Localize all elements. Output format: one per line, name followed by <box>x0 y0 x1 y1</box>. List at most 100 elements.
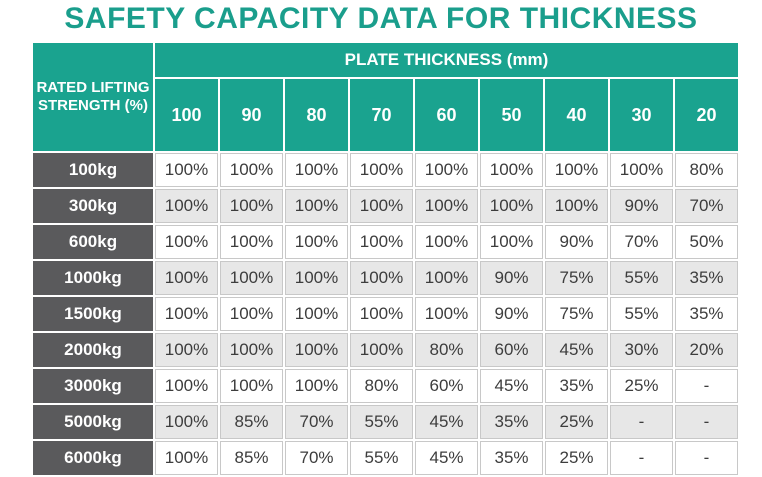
table-cell: 70% <box>285 441 348 475</box>
col-header: 30 <box>610 79 673 151</box>
table-cell: 45% <box>480 369 543 403</box>
table-cell: 30% <box>610 333 673 367</box>
table-cell: 100% <box>220 261 283 295</box>
table-cell: 100% <box>155 441 218 475</box>
table-cell: 100% <box>350 189 413 223</box>
table-cell: 100% <box>350 153 413 187</box>
table-cell: 100% <box>220 225 283 259</box>
table-cell: 70% <box>610 225 673 259</box>
table-cell: 90% <box>480 297 543 331</box>
table-cell: 90% <box>610 189 673 223</box>
table-cell: 100% <box>480 153 543 187</box>
col-header: 80 <box>285 79 348 151</box>
table-cell: 100% <box>285 333 348 367</box>
table-cell: 35% <box>675 297 738 331</box>
table-row: 5000kg 100% 85% 70% 55% 45% 35% 25% - - <box>33 405 738 439</box>
table-cell: 35% <box>480 405 543 439</box>
table-cell: 100% <box>285 369 348 403</box>
row-label: 6000kg <box>33 441 153 475</box>
table-cell: 100% <box>155 333 218 367</box>
table-cell: 100% <box>155 225 218 259</box>
table-cell: 100% <box>155 297 218 331</box>
table-cell: 100% <box>285 297 348 331</box>
table-cell: 60% <box>415 369 478 403</box>
col-header: 40 <box>545 79 608 151</box>
table-cell: 25% <box>545 405 608 439</box>
table-cell: 20% <box>675 333 738 367</box>
table-row: 1000kg 100% 100% 100% 100% 100% 90% 75% 55% 35% <box>33 261 738 295</box>
table-cell: 100% <box>220 153 283 187</box>
table-cell: - <box>610 405 673 439</box>
table-cell: 85% <box>220 441 283 475</box>
table-cell: 55% <box>350 441 413 475</box>
table-cell: 100% <box>350 297 413 331</box>
table-cell: 55% <box>610 261 673 295</box>
table-cell: - <box>675 405 738 439</box>
table-cell: 75% <box>545 261 608 295</box>
table-row: 3000kg 100% 100% 100% 80% 60% 45% 35% 25% - <box>33 369 738 403</box>
table-cell: 100% <box>415 189 478 223</box>
row-label: 600kg <box>33 225 153 259</box>
table-cell: 80% <box>675 153 738 187</box>
table-cell: 35% <box>480 441 543 475</box>
table-cell: 90% <box>480 261 543 295</box>
table-cell: 100% <box>285 261 348 295</box>
table-cell: 70% <box>285 405 348 439</box>
table-cell: 100% <box>155 261 218 295</box>
table-cell: 25% <box>545 441 608 475</box>
table-cell: 100% <box>220 333 283 367</box>
row-label: 1000kg <box>33 261 153 295</box>
row-label: 2000kg <box>33 333 153 367</box>
table-row: 6000kg 100% 85% 70% 55% 45% 35% 25% - - <box>33 441 738 475</box>
table-cell: 85% <box>220 405 283 439</box>
table-cell: 100% <box>350 261 413 295</box>
table-cell: 100% <box>545 153 608 187</box>
table-cell: 100% <box>480 225 543 259</box>
table-cell: - <box>675 441 738 475</box>
corner-header: RATED LIFTING STRENGTH (%) <box>33 43 153 151</box>
table-row: 300kg 100% 100% 100% 100% 100% 100% 100% 90% 70% <box>33 189 738 223</box>
row-label: 3000kg <box>33 369 153 403</box>
row-label: 1500kg <box>33 297 153 331</box>
table-cell: 100% <box>220 297 283 331</box>
table-cell: 35% <box>675 261 738 295</box>
table-cell: 100% <box>220 189 283 223</box>
table-cell: 80% <box>415 333 478 367</box>
col-header: 60 <box>415 79 478 151</box>
table-cell: 100% <box>285 153 348 187</box>
table-row: 2000kg 100% 100% 100% 100% 80% 60% 45% 30% 20% <box>33 333 738 367</box>
table-cell: 100% <box>610 153 673 187</box>
table-cell: 90% <box>545 225 608 259</box>
table-cell: 60% <box>480 333 543 367</box>
table-cell: 100% <box>285 189 348 223</box>
table-cell: 100% <box>545 189 608 223</box>
table-row: 1500kg 100% 100% 100% 100% 100% 90% 75% 55% 35% <box>33 297 738 331</box>
table-cell: 100% <box>415 153 478 187</box>
table-cell: 25% <box>610 369 673 403</box>
safety-capacity-table: RATED LIFTING STRENGTH (%) PLATE THICKNE… <box>31 41 740 477</box>
table-cell: 100% <box>350 225 413 259</box>
table-cell: 45% <box>545 333 608 367</box>
row-label: 100kg <box>33 153 153 187</box>
table-cell: - <box>610 441 673 475</box>
table-row: 600kg 100% 100% 100% 100% 100% 100% 90% 70% 50% <box>33 225 738 259</box>
table-cell: 100% <box>285 225 348 259</box>
table-cell: 55% <box>610 297 673 331</box>
group-header: PLATE THICKNESS (mm) <box>155 43 738 77</box>
table-cell: 100% <box>480 189 543 223</box>
table-cell: - <box>675 369 738 403</box>
row-label: 5000kg <box>33 405 153 439</box>
table-cell: 100% <box>155 405 218 439</box>
table-cell: 75% <box>545 297 608 331</box>
table-cell: 100% <box>155 369 218 403</box>
table-cell: 70% <box>675 189 738 223</box>
header-row-top: RATED LIFTING STRENGTH (%) PLATE THICKNE… <box>33 43 738 151</box>
col-header: 50 <box>480 79 543 151</box>
col-header: 70 <box>350 79 413 151</box>
table-cell: 100% <box>350 333 413 367</box>
table-cell: 45% <box>415 405 478 439</box>
table-cell: 100% <box>415 297 478 331</box>
table-cell: 100% <box>415 261 478 295</box>
header-row-thickness: 100 90 80 70 60 50 40 30 20 <box>33 79 738 151</box>
table-cell: 35% <box>545 369 608 403</box>
